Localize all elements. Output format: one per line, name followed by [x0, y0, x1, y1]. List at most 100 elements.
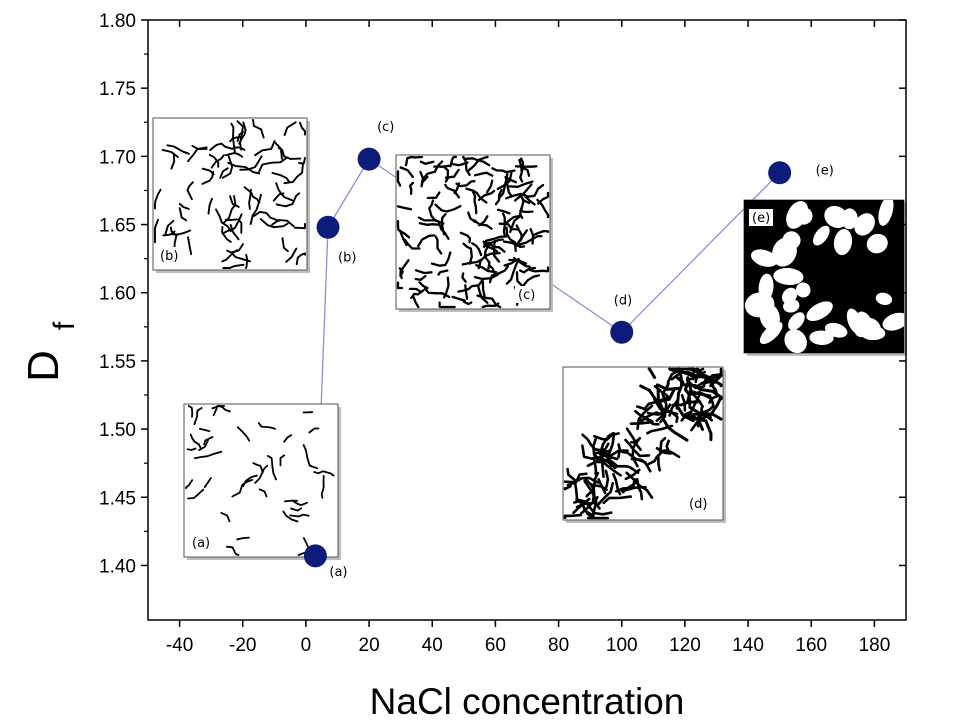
inset-strand — [519, 209, 534, 214]
inset-strand — [485, 179, 494, 194]
inset-strand — [273, 141, 283, 160]
inset-strand — [245, 253, 249, 269]
y-tick-label: 1.60 — [99, 284, 136, 305]
inset-strand — [291, 499, 308, 506]
data-point — [303, 544, 327, 568]
inset-strand — [186, 181, 194, 201]
inset-texture — [563, 367, 723, 520]
inset-label-background — [686, 495, 710, 512]
axes — [147, 19, 907, 621]
inset-pore — [788, 312, 805, 331]
inset-pore — [781, 287, 798, 304]
inset-strand — [473, 219, 493, 230]
inset-strand — [170, 152, 176, 170]
inset-strand — [596, 482, 614, 507]
inset-strand — [586, 500, 598, 520]
inset-strand — [399, 166, 414, 178]
inset-strand — [455, 180, 476, 188]
inset-strand — [396, 281, 404, 290]
inset-strand — [508, 258, 528, 265]
inset-strand — [659, 410, 667, 424]
inset-strand — [462, 155, 471, 177]
inset-strand — [418, 281, 429, 290]
inset-pore — [773, 267, 804, 286]
inset-strand — [259, 218, 289, 229]
inset-strand — [657, 454, 661, 472]
inset-strand — [221, 249, 239, 263]
inset-strand — [187, 488, 205, 500]
inset-strand — [257, 157, 288, 174]
inset-strand — [249, 193, 262, 225]
inset-strand — [647, 449, 665, 466]
inset-strand — [201, 167, 215, 176]
inset-strand — [226, 545, 240, 556]
inset-strand — [659, 436, 667, 454]
data-point-label: (b) — [338, 250, 356, 265]
y-tick-label: 1.80 — [99, 11, 136, 32]
x-tick-label: 140 — [732, 635, 764, 656]
inset-strand — [203, 477, 212, 488]
inset-strand — [404, 155, 424, 167]
inset-strand — [629, 421, 652, 425]
inset-strand — [219, 167, 229, 179]
inset-strand — [186, 447, 197, 451]
inset-label: (c) — [518, 288, 535, 303]
inset-strand — [226, 249, 251, 263]
inset-c: (c) — [395, 154, 553, 312]
inset-texture — [154, 119, 306, 269]
inset-strand — [258, 488, 268, 498]
inset-strand — [199, 428, 211, 433]
inset-strand — [498, 172, 509, 199]
inset-strand — [581, 433, 602, 452]
inset-strand — [492, 239, 501, 263]
inset-pore — [744, 292, 775, 318]
inset-pore — [795, 282, 811, 298]
inset-strand — [320, 475, 325, 499]
inset-label: (e) — [752, 211, 770, 226]
inset-strand — [164, 219, 175, 235]
x-tick-label: -20 — [229, 635, 256, 656]
inset-label-background — [515, 286, 539, 303]
inset-strand — [227, 161, 261, 175]
inset-strand — [612, 472, 622, 496]
inset-e: (e) — [743, 199, 907, 356]
inset-pore — [882, 312, 904, 331]
inset-strand — [229, 223, 240, 241]
inset-texture — [396, 155, 550, 309]
inset-strand — [178, 202, 190, 210]
inset-strand — [700, 379, 723, 388]
inset-strand — [668, 367, 705, 379]
inset-strand — [222, 195, 237, 224]
inset-label-background — [749, 209, 773, 226]
inset-strand — [193, 450, 223, 460]
inset-strand — [222, 263, 245, 269]
inset-strand — [444, 183, 461, 199]
inset-strand — [505, 257, 520, 285]
inset-strand — [237, 426, 251, 442]
inset-strand — [602, 495, 632, 505]
inset-strand — [518, 158, 531, 177]
inset-strand — [659, 386, 677, 403]
data-point — [316, 215, 340, 239]
inset-pore — [833, 229, 853, 256]
inset-strand — [229, 195, 240, 208]
inset-strand — [285, 247, 298, 263]
inset-pore — [813, 225, 830, 246]
y-axis-title: D — [19, 350, 68, 382]
inset-strand — [498, 222, 520, 231]
inset-strand — [154, 218, 159, 244]
inset-strand — [221, 155, 234, 179]
inset-strand — [420, 175, 429, 188]
inset-strand — [408, 181, 415, 195]
inset-strand — [513, 183, 533, 202]
inset-strand — [635, 478, 644, 501]
inset-strand — [450, 161, 469, 167]
inset-strand — [620, 450, 647, 464]
y-tick-label: 1.40 — [99, 556, 136, 577]
inset-strand — [461, 259, 482, 266]
inset-strand — [433, 164, 450, 168]
inset-strand — [271, 219, 295, 228]
inset-strand — [473, 275, 486, 299]
inset-strand — [682, 414, 713, 442]
data-points: (a) (b) (c) (d) (e) — [303, 120, 834, 580]
